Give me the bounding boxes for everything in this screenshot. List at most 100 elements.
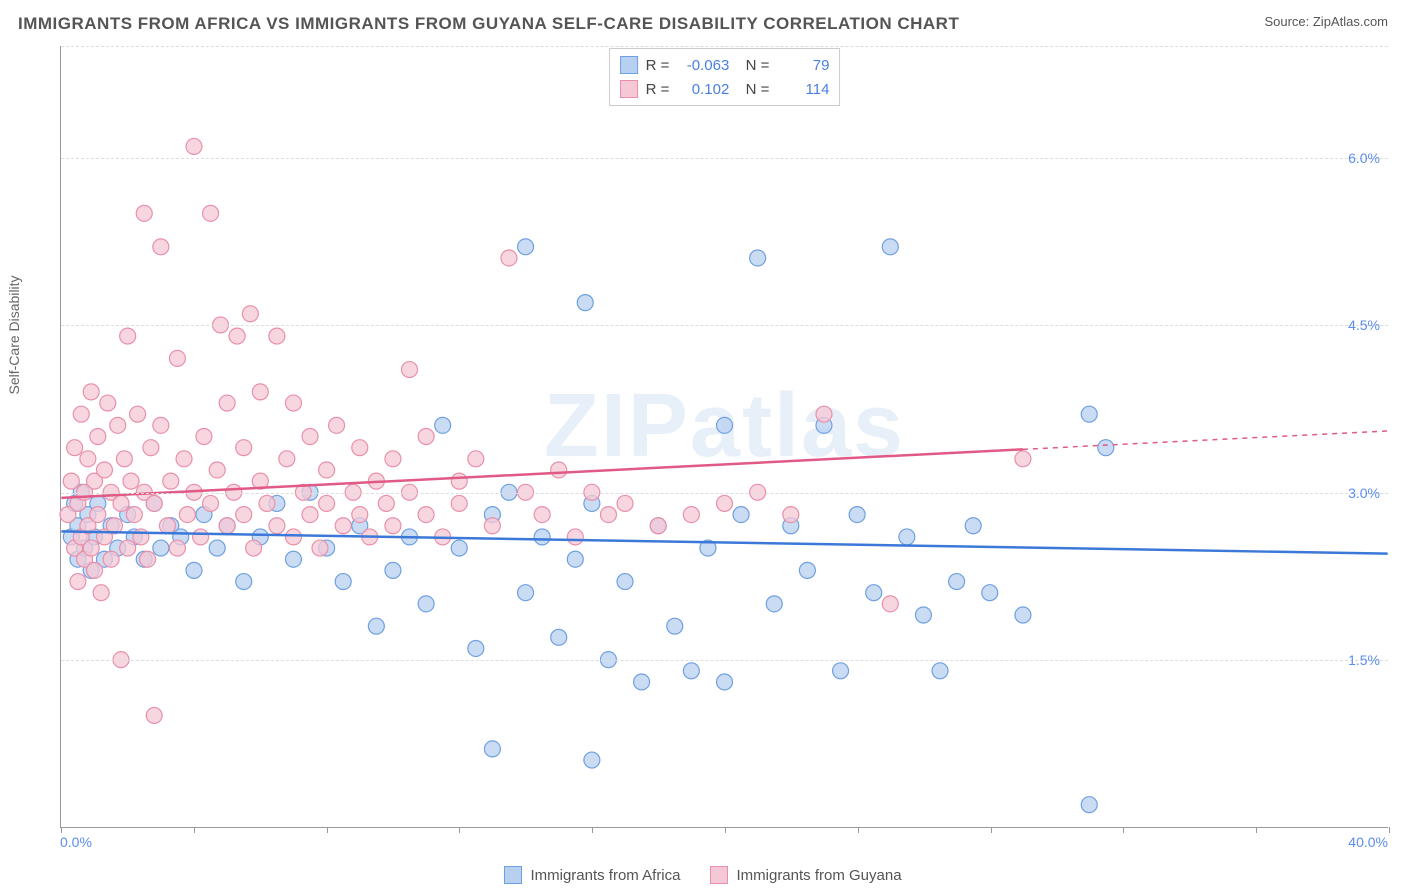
gridline [61, 158, 1388, 159]
x-tick [1123, 827, 1124, 833]
legend-label: Immigrants from Guyana [736, 867, 901, 884]
scatter-point [252, 384, 268, 400]
chart-area: Self-Care Disability ZIPatlas R =-0.063 … [32, 46, 1388, 846]
scatter-point [186, 138, 202, 154]
scatter-point [103, 551, 119, 567]
x-tick [991, 827, 992, 833]
scatter-point [203, 495, 219, 511]
gridline [61, 493, 1388, 494]
scatter-point [236, 574, 252, 590]
scatter-point [418, 507, 434, 523]
scatter-point [120, 328, 136, 344]
y-tick-label: 1.5% [1348, 652, 1380, 668]
scatter-point [83, 384, 99, 400]
stat-r-val: -0.063 [677, 57, 729, 74]
scatter-point [567, 551, 583, 567]
scatter-point [484, 741, 500, 757]
scatter-point [163, 473, 179, 489]
x-tick [592, 827, 593, 833]
trend-line [61, 449, 1023, 498]
x-tick [327, 827, 328, 833]
legend-swatch [504, 866, 522, 884]
scatter-point [518, 239, 534, 255]
scatter-point [378, 495, 394, 511]
gridline [61, 660, 1388, 661]
scatter-point [90, 507, 106, 523]
scatter-point [418, 429, 434, 445]
scatter-point [96, 462, 112, 478]
scatter-point [534, 507, 550, 523]
x-min-label: 0.0% [60, 834, 92, 850]
stat-r-key: R = [646, 81, 670, 98]
y-tick-label: 6.0% [1348, 150, 1380, 166]
legend-swatch [620, 56, 638, 74]
scatter-point [368, 618, 384, 634]
scatter-point [866, 585, 882, 601]
scatter-point [209, 462, 225, 478]
x-tick [858, 827, 859, 833]
scatter-point [169, 350, 185, 366]
scatter-point [133, 529, 149, 545]
scatter-point [451, 540, 467, 556]
scatter-point [402, 362, 418, 378]
scatter-point [73, 406, 89, 422]
scatter-point [209, 540, 225, 556]
scatter-point [816, 406, 832, 422]
scatter-point [259, 495, 275, 511]
scatter-point [335, 518, 351, 534]
scatter-point [123, 473, 139, 489]
scatter-point [385, 562, 401, 578]
stat-r-key: R = [646, 57, 670, 74]
scatter-point [518, 585, 534, 601]
scatter-point [279, 451, 295, 467]
scatter-point [186, 562, 202, 578]
scatter-point [451, 495, 467, 511]
scatter-point [551, 629, 567, 645]
scatter-point [130, 406, 146, 422]
scatter-point [634, 674, 650, 690]
legend-swatch [620, 80, 638, 98]
scatter-point [717, 417, 733, 433]
stat-n-key: N = [737, 81, 769, 98]
scatter-point [285, 529, 301, 545]
scatter-point [136, 205, 152, 221]
scatter-point [113, 495, 129, 511]
scatter-point [219, 518, 235, 534]
scatter-point [584, 752, 600, 768]
scatter-point [246, 540, 262, 556]
plot-region: ZIPatlas R =-0.063 N =79R =0.102 N =114 … [60, 46, 1388, 828]
stat-n-val: 79 [777, 57, 829, 74]
scatter-point [833, 663, 849, 679]
scatter-point [1098, 440, 1114, 456]
scatter-point [915, 607, 931, 623]
scatter-point [269, 518, 285, 534]
scatter-point [750, 250, 766, 266]
scatter-point [153, 239, 169, 255]
scatter-point [100, 395, 116, 411]
chart-title: IMMIGRANTS FROM AFRICA VS IMMIGRANTS FRO… [18, 14, 959, 34]
scatter-point [153, 540, 169, 556]
legend-label: Immigrants from Africa [530, 867, 680, 884]
scatter-point [312, 540, 328, 556]
scatter-point [766, 596, 782, 612]
scatter-point [949, 574, 965, 590]
scatter-point [617, 495, 633, 511]
scatter-point [683, 663, 699, 679]
scatter-point [849, 507, 865, 523]
trend-line-dashed [1023, 431, 1388, 449]
legend-item: Immigrants from Africa [504, 866, 680, 884]
x-max-label: 40.0% [1348, 834, 1388, 850]
stats-row: R =-0.063 N =79 [620, 53, 830, 77]
stats-legend: R =-0.063 N =79R =0.102 N =114 [609, 48, 841, 106]
x-tick [459, 827, 460, 833]
scatter-point [302, 507, 318, 523]
scatter-point [90, 429, 106, 445]
scatter-point [169, 540, 185, 556]
scatter-point [83, 540, 99, 556]
scatter-point [551, 462, 567, 478]
scatter-point [176, 451, 192, 467]
scatter-point [451, 473, 467, 489]
scatter-point [153, 417, 169, 433]
scatter-point [219, 395, 235, 411]
scatter-point [882, 596, 898, 612]
